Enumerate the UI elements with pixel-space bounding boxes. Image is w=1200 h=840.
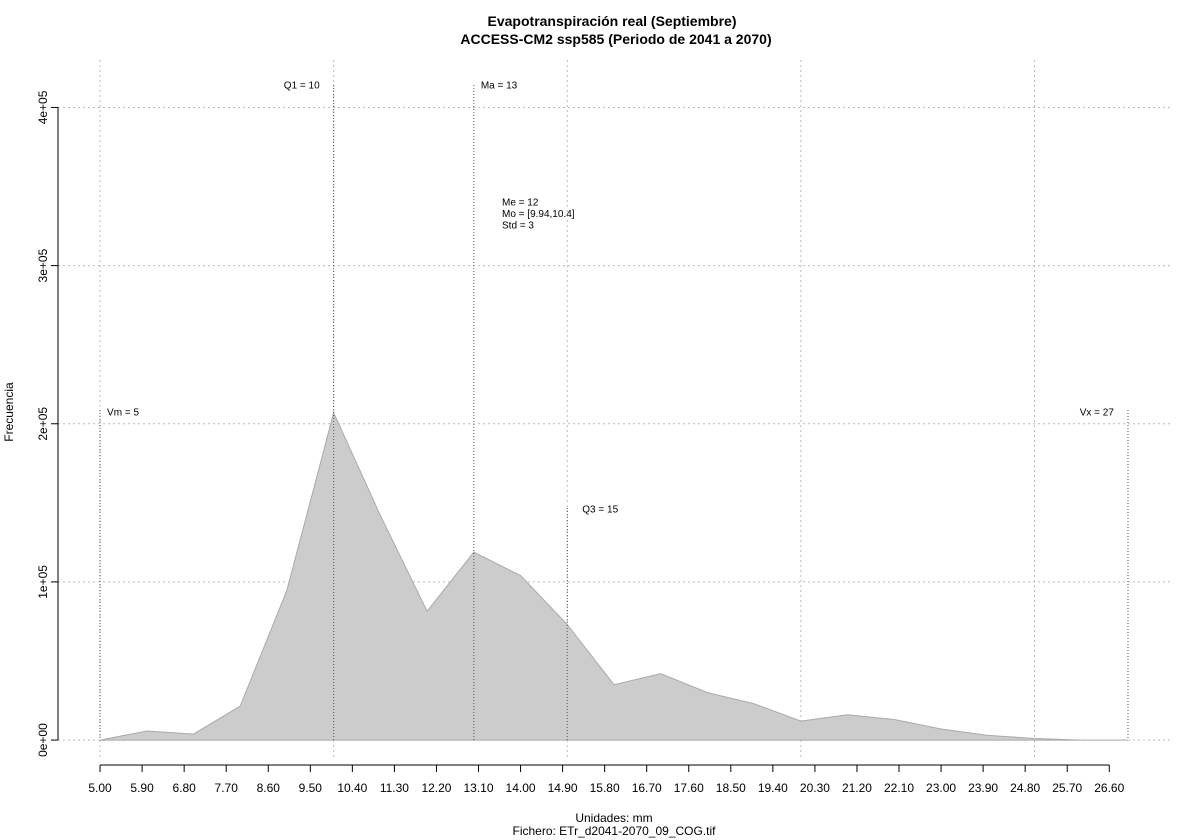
x-tick-label: 8.60 [257, 781, 281, 795]
x-tick-label: 5.00 [88, 781, 112, 795]
x-tick-label: 12.20 [421, 781, 451, 795]
x-tick-label: 20.30 [800, 781, 830, 795]
x-tick-label: 7.70 [215, 781, 239, 795]
x-tick-label: 14.00 [506, 781, 536, 795]
reference-label: Ma = 13 [481, 81, 518, 92]
x-tick-label: 26.60 [1094, 781, 1124, 795]
x-tick-label: 17.60 [674, 781, 704, 795]
x-tick-label: 23.90 [968, 781, 998, 795]
x-tick-label: 13.10 [463, 781, 493, 795]
y-axis-label: Frecuencia [2, 382, 16, 442]
reference-label: Vm = 5 [107, 408, 139, 419]
x-tick-label: 25.70 [1052, 781, 1082, 795]
reference-label: Q1 = 10 [284, 81, 320, 92]
x-tick-label: 11.30 [380, 781, 409, 795]
y-tick-label: 3e+05 [36, 248, 50, 282]
stat-label: Std = 3 [502, 221, 534, 232]
reference-label: Vx = 27 [1080, 408, 1115, 419]
x-tick-label: 10.40 [337, 781, 367, 795]
stat-label: Me = 12 [502, 198, 539, 209]
y-tick-label: 1e+05 [36, 565, 50, 599]
x-tick-label: 19.40 [758, 781, 788, 795]
x-tick-label: 18.50 [716, 781, 746, 795]
chart-title: Evapotranspiración real (Septiembre) [488, 13, 737, 29]
x-tick-label: 6.80 [172, 781, 196, 795]
y-tick-label: 0e+00 [36, 723, 50, 757]
x-tick-label: 5.90 [130, 781, 154, 795]
y-tick-label: 4e+05 [36, 90, 50, 124]
area [99, 411, 1128, 741]
x-tick-label: 24.80 [1010, 781, 1040, 795]
x-tick-label: 21.20 [842, 781, 872, 795]
caption: Fichero: ETr_d2041-2070_09_COG.tif [513, 824, 717, 838]
x-tick-label: 14.90 [548, 781, 578, 795]
stat-label: Mo = [9.94,10.4] [502, 209, 575, 220]
y-tick-label: 2e+05 [36, 407, 50, 441]
x-tick-label: 23.00 [926, 781, 956, 795]
x-tick-label: 9.50 [299, 781, 323, 795]
x-tick-label: 16.70 [632, 781, 662, 795]
x-tick-label: 22.10 [884, 781, 914, 795]
reference-label: Q3 = 15 [582, 505, 618, 516]
chart-subtitle: ACCESS-CM2 ssp585 (Periodo de 2041 a 207… [460, 31, 771, 47]
x-axis-label: Unidades: mm [575, 811, 652, 825]
x-tick-label: 15.80 [590, 781, 620, 795]
